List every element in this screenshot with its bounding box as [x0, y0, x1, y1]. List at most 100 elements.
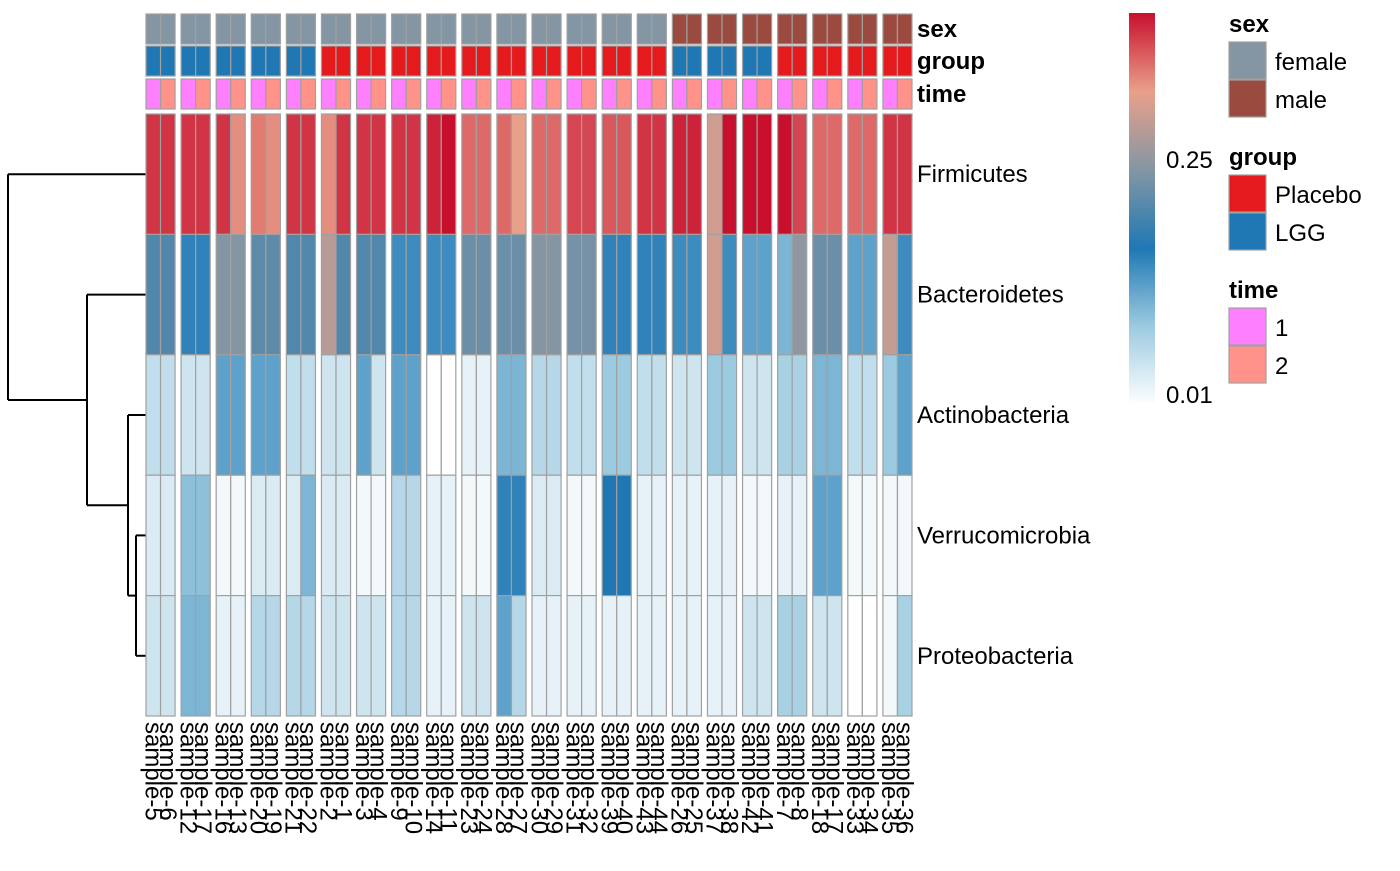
- annotation-cell-time: [405, 78, 422, 110]
- heatmap-cell: [601, 233, 618, 356]
- heatmap-cell: [826, 113, 843, 236]
- heatmap-cell: [475, 594, 492, 717]
- annotation-cell-sex: [706, 13, 723, 45]
- heatmap-cell: [335, 354, 352, 476]
- annotation-cell-sex: [545, 13, 562, 45]
- heatmap-cell: [195, 233, 211, 356]
- column-label: sample-19: [259, 722, 286, 834]
- heatmap-cell: [195, 474, 211, 597]
- heatmap-cell: [616, 354, 632, 476]
- annotation-cell-group: [426, 45, 442, 77]
- annotation-cell-group: [285, 45, 302, 77]
- legend-label-time: 1: [1275, 315, 1288, 342]
- heatmap-cell: [706, 113, 723, 236]
- column-label: sample-37: [701, 722, 728, 834]
- colorbar-rect: [1129, 13, 1155, 405]
- row-label: Bacteroidetes: [917, 282, 1064, 309]
- annotation-cell-group: [230, 45, 246, 77]
- legend-key-time: [1228, 307, 1267, 346]
- heatmap-cell: [195, 113, 211, 236]
- annotation-cell-time: [882, 78, 899, 110]
- column-label: sample-39: [595, 722, 622, 834]
- legend-key-sex: [1228, 79, 1267, 118]
- legend-label-time: 2: [1275, 353, 1288, 380]
- heatmap-cell: [180, 594, 197, 717]
- heatmap-cell: [405, 354, 422, 476]
- heatmap-cell: [861, 233, 878, 356]
- annotation-cell-group: [405, 45, 422, 77]
- heatmap-cell: [320, 233, 337, 356]
- heatmap-cell: [581, 594, 597, 717]
- heatmap-cell: [159, 354, 176, 476]
- heatmap-cell: [265, 594, 281, 717]
- column-label: sample-14: [420, 722, 447, 834]
- annotation-cell-sex: [461, 13, 477, 45]
- column-label: sample-25: [680, 722, 707, 834]
- heatmap-cell: [230, 113, 246, 236]
- annotation-cell-group: [566, 45, 583, 77]
- annotation-label-group: group: [917, 48, 985, 75]
- legend-label-sex: male: [1275, 87, 1327, 114]
- heatmap-cell: [616, 594, 632, 717]
- annotation-cell-time: [651, 78, 667, 110]
- column-label: sample-40: [610, 722, 637, 834]
- heatmap-cell: [651, 354, 667, 476]
- annotation-cell-sex: [391, 13, 407, 45]
- annotation-cell-time: [721, 78, 738, 110]
- heatmap-cell: [756, 233, 773, 356]
- heatmap-cell: [791, 594, 808, 717]
- annotation-cell-time: [566, 78, 583, 110]
- heatmap-cell: [545, 474, 562, 597]
- annotation-cell-time: [335, 78, 352, 110]
- legend-key-group: [1228, 174, 1267, 213]
- heatmap-cell: [531, 113, 548, 236]
- column-label: sample-12: [174, 722, 201, 834]
- annotation-cell-group: [531, 45, 548, 77]
- heatmap-cell: [461, 233, 477, 356]
- column-label: sample-4: [364, 722, 391, 821]
- annotation-cell-sex: [636, 13, 653, 45]
- annotation-cell-sex: [195, 13, 211, 45]
- column-label: sample-36: [891, 722, 918, 834]
- heatmap-cell: [461, 113, 477, 236]
- heatmap-cell: [686, 594, 703, 717]
- column-label: sample-44: [645, 722, 672, 834]
- heatmap-cell: [250, 474, 267, 597]
- heatmap-cell: [285, 474, 302, 597]
- heatmap-cell: [671, 594, 688, 717]
- annotation-cell-sex: [812, 13, 828, 45]
- annotation-cell-sex: [285, 13, 302, 45]
- annotation-cell-group: [215, 45, 232, 77]
- column-label: sample-30: [525, 722, 552, 834]
- annotation-cell-time: [250, 78, 267, 110]
- annotation-cell-time: [531, 78, 548, 110]
- legend-key-group: [1228, 212, 1267, 251]
- annotation-cell-time: [847, 78, 863, 110]
- heatmap-cell: [335, 474, 352, 597]
- heatmap-cell: [230, 594, 246, 717]
- heatmap-cell: [566, 474, 583, 597]
- column-label: sample-22: [294, 722, 321, 834]
- row-dendrogram: [7, 173, 146, 657]
- annotation-cell-group: [320, 45, 337, 77]
- heatmap-cell: [405, 113, 422, 236]
- annotation-cell-time: [636, 78, 653, 110]
- annotation-cell-group: [671, 45, 688, 77]
- heatmap-cell: [756, 594, 773, 717]
- column-label: sample-32: [575, 722, 602, 834]
- heatmap-cell: [581, 233, 597, 356]
- annotation-label-time: time: [917, 81, 966, 108]
- heatmap-cell: [475, 354, 492, 476]
- annotation-cell-time: [230, 78, 246, 110]
- annotation-cell-sex: [882, 13, 899, 45]
- column-label: sample-41: [750, 722, 777, 834]
- heatmap-cell: [355, 474, 372, 597]
- annotation-cell-time: [285, 78, 302, 110]
- annotation-cell-time: [706, 78, 723, 110]
- annotation-cell-group: [847, 45, 863, 77]
- annotation-cell-group: [440, 45, 457, 77]
- heatmap-cell: [882, 233, 899, 356]
- heatmap-cell: [355, 594, 372, 717]
- annotation-cell-time: [756, 78, 773, 110]
